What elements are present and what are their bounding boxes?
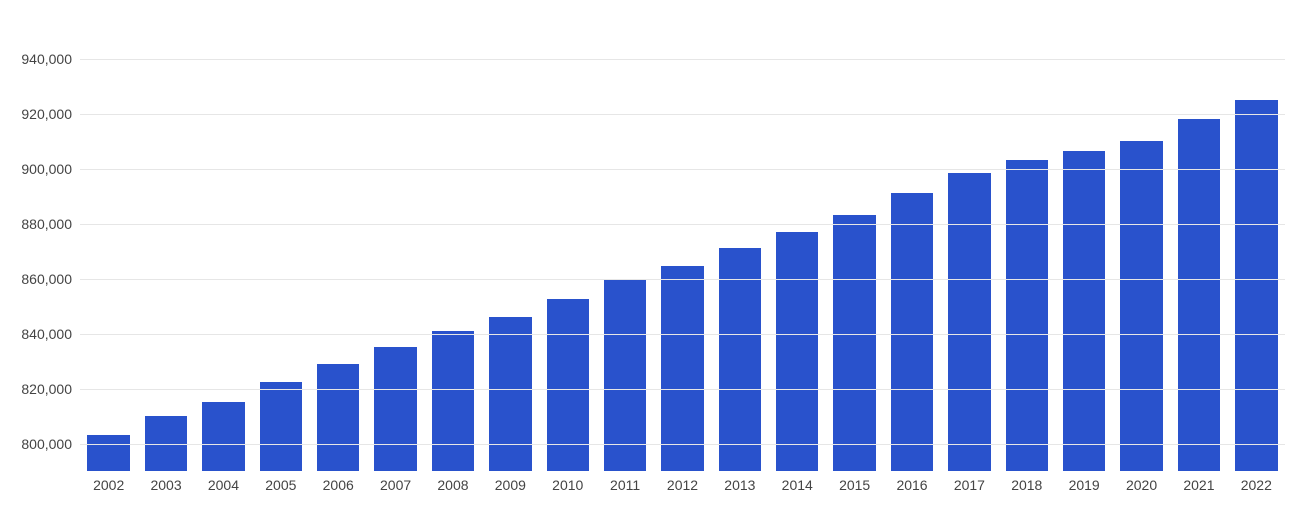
bar-chart: 800,000 820,000 840,000 860,000 880,000 900,0… — [0, 0, 1305, 510]
x-axis-tick-label: 2006 — [323, 471, 354, 493]
bar — [833, 215, 875, 471]
y-axis-tick-label: 900,000 — [21, 161, 80, 177]
gridline — [80, 279, 1285, 280]
x-axis-tick-label: 2005 — [265, 471, 296, 493]
bar — [317, 364, 359, 471]
gridline — [80, 59, 1285, 60]
gridline — [80, 444, 1285, 445]
bar — [1235, 100, 1277, 471]
bar — [489, 317, 531, 471]
plot-area: 800,000820,000840,000860,000880,000900,0… — [80, 30, 1285, 471]
x-axis-tick-label: 2011 — [610, 471, 640, 493]
x-axis-tick-label: 2018 — [1011, 471, 1042, 493]
x-axis-tick-label: 2019 — [1069, 471, 1100, 493]
x-axis-tick-label: 2021 — [1183, 471, 1214, 493]
x-axis-tick-label: 2020 — [1126, 471, 1157, 493]
bar — [374, 347, 416, 471]
bar — [260, 382, 302, 471]
y-axis-tick-label: 840,000 — [21, 326, 80, 342]
x-axis-tick-label: 2008 — [437, 471, 468, 493]
bar — [661, 266, 703, 471]
x-axis-tick-label: 2004 — [208, 471, 239, 493]
x-axis-tick-label: 2002 — [93, 471, 124, 493]
x-axis-tick-label: 2009 — [495, 471, 526, 493]
bar — [432, 331, 474, 471]
y-axis-tick-label: 800,000 — [21, 436, 80, 452]
bar — [202, 402, 244, 471]
x-axis-tick-label: 2017 — [954, 471, 985, 493]
bar — [1178, 119, 1220, 471]
x-axis-tick-label: 2007 — [380, 471, 411, 493]
x-axis-tick-label: 2012 — [667, 471, 698, 493]
y-axis-tick-label: 880,000 — [21, 216, 80, 232]
gridline — [80, 114, 1285, 115]
bar — [948, 173, 990, 471]
gridline — [80, 389, 1285, 390]
y-axis-tick-label: 940,000 — [21, 51, 80, 67]
bars-layer — [80, 31, 1285, 471]
bar — [776, 232, 818, 471]
y-axis-tick-label: 820,000 — [21, 381, 80, 397]
bar — [604, 280, 646, 471]
bar — [87, 435, 129, 471]
x-axis-tick-label: 2016 — [896, 471, 927, 493]
x-axis-tick-label: 2014 — [782, 471, 813, 493]
bar — [1063, 151, 1105, 471]
bar — [547, 299, 589, 471]
gridline — [80, 334, 1285, 335]
x-axis-tick-label: 2003 — [150, 471, 181, 493]
gridline — [80, 169, 1285, 170]
x-axis-tick-label: 2010 — [552, 471, 583, 493]
bar — [719, 248, 761, 471]
y-axis-tick-label: 920,000 — [21, 106, 80, 122]
x-axis-tick-label: 2022 — [1241, 471, 1272, 493]
bar — [891, 193, 933, 471]
y-axis-tick-label: 860,000 — [21, 271, 80, 287]
x-axis-tick-label: 2013 — [724, 471, 755, 493]
x-axis-tick-label: 2015 — [839, 471, 870, 493]
gridline — [80, 224, 1285, 225]
bar — [1120, 141, 1162, 471]
bar — [1006, 160, 1048, 471]
